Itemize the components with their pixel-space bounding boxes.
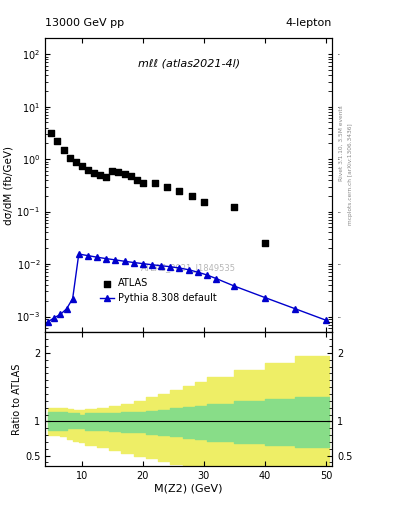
ATLAS (103, 173, 109, 181)
ATLAS (85, 165, 91, 174)
ATLAS (127, 172, 134, 180)
Text: ATLAS_2021_I1849535: ATLAS_2021_I1849535 (141, 263, 236, 272)
ATLAS (73, 158, 79, 166)
ATLAS (66, 154, 73, 162)
Pythia 8.308 default (104, 255, 108, 262)
ATLAS (115, 168, 121, 176)
Pythia 8.308 default (263, 294, 267, 301)
Pythia 8.308 default (131, 260, 136, 266)
Pythia 8.308 default (64, 306, 69, 312)
Text: 13000 GeV pp: 13000 GeV pp (45, 18, 124, 28)
Text: 4-lepton: 4-lepton (286, 18, 332, 28)
ATLAS (61, 146, 67, 154)
ATLAS (152, 179, 158, 187)
ATLAS (262, 239, 268, 247)
ATLAS (91, 168, 97, 177)
Pythia 8.308 default (150, 262, 154, 268)
Pythia 8.308 default (159, 263, 163, 269)
Pythia 8.308 default (186, 267, 191, 273)
Pythia 8.308 default (58, 311, 63, 317)
Pythia 8.308 default (177, 265, 182, 271)
Pythia 8.308 default (46, 318, 51, 325)
Text: mcplots.cern.ch [arXiv:1306.3436]: mcplots.cern.ch [arXiv:1306.3436] (348, 123, 353, 225)
ATLAS (201, 198, 207, 206)
Legend: ATLAS, Pythia 8.308 default: ATLAS, Pythia 8.308 default (96, 274, 221, 307)
Line: Pythia 8.308 default: Pythia 8.308 default (45, 251, 329, 325)
ATLAS (134, 176, 140, 184)
Pythia 8.308 default (293, 306, 298, 312)
ATLAS (231, 203, 237, 211)
ATLAS (189, 191, 195, 200)
Pythia 8.308 default (168, 264, 173, 270)
Pythia 8.308 default (113, 257, 118, 263)
Y-axis label: Ratio to ATLAS: Ratio to ATLAS (12, 364, 22, 435)
Pythia 8.308 default (323, 317, 328, 323)
Pythia 8.308 default (76, 251, 81, 257)
ATLAS (121, 170, 128, 178)
Pythia 8.308 default (70, 295, 75, 302)
Text: mℓℓ (atlas2021-4l): mℓℓ (atlas2021-4l) (138, 59, 240, 69)
Pythia 8.308 default (141, 261, 145, 267)
Pythia 8.308 default (95, 254, 99, 260)
ATLAS (176, 186, 183, 195)
ATLAS (109, 167, 116, 175)
ATLAS (54, 137, 61, 145)
Pythia 8.308 default (232, 283, 237, 289)
Pythia 8.308 default (86, 252, 90, 259)
Text: Rivet 3.1.10, 3.5M events: Rivet 3.1.10, 3.5M events (339, 105, 344, 181)
ATLAS (97, 171, 103, 179)
ATLAS (48, 129, 55, 137)
ATLAS (140, 179, 146, 187)
Pythia 8.308 default (214, 275, 219, 282)
Y-axis label: dσ/dM (fb/GeV): dσ/dM (fb/GeV) (4, 146, 14, 225)
ATLAS (79, 162, 85, 170)
Pythia 8.308 default (205, 272, 209, 278)
Pythia 8.308 default (52, 314, 57, 321)
ATLAS (164, 182, 171, 190)
X-axis label: M(Z2) (GeV): M(Z2) (GeV) (154, 483, 223, 494)
Pythia 8.308 default (122, 258, 127, 264)
Pythia 8.308 default (195, 269, 200, 275)
